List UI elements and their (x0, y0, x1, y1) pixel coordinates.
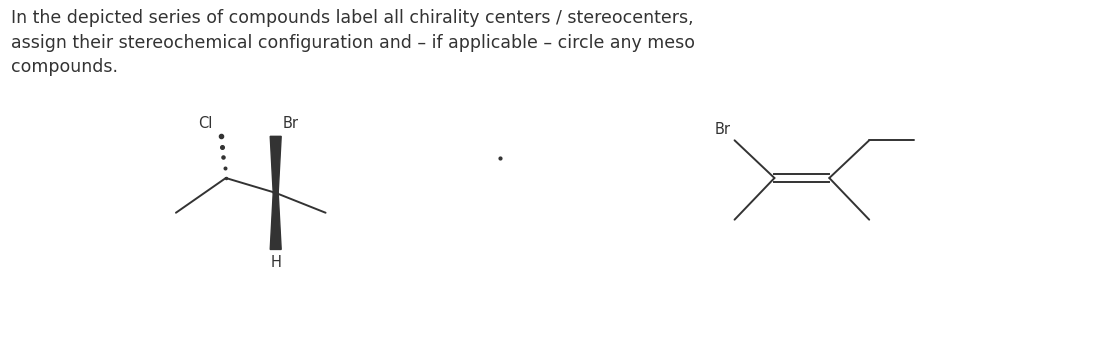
Polygon shape (270, 136, 281, 193)
Text: H: H (270, 255, 281, 270)
Text: Cl: Cl (198, 116, 212, 131)
Text: Br: Br (715, 122, 731, 137)
Polygon shape (270, 193, 281, 250)
Text: In the depicted series of compounds label all chirality centers / stereocenters,: In the depicted series of compounds labe… (11, 9, 695, 76)
Text: Br: Br (282, 116, 299, 131)
